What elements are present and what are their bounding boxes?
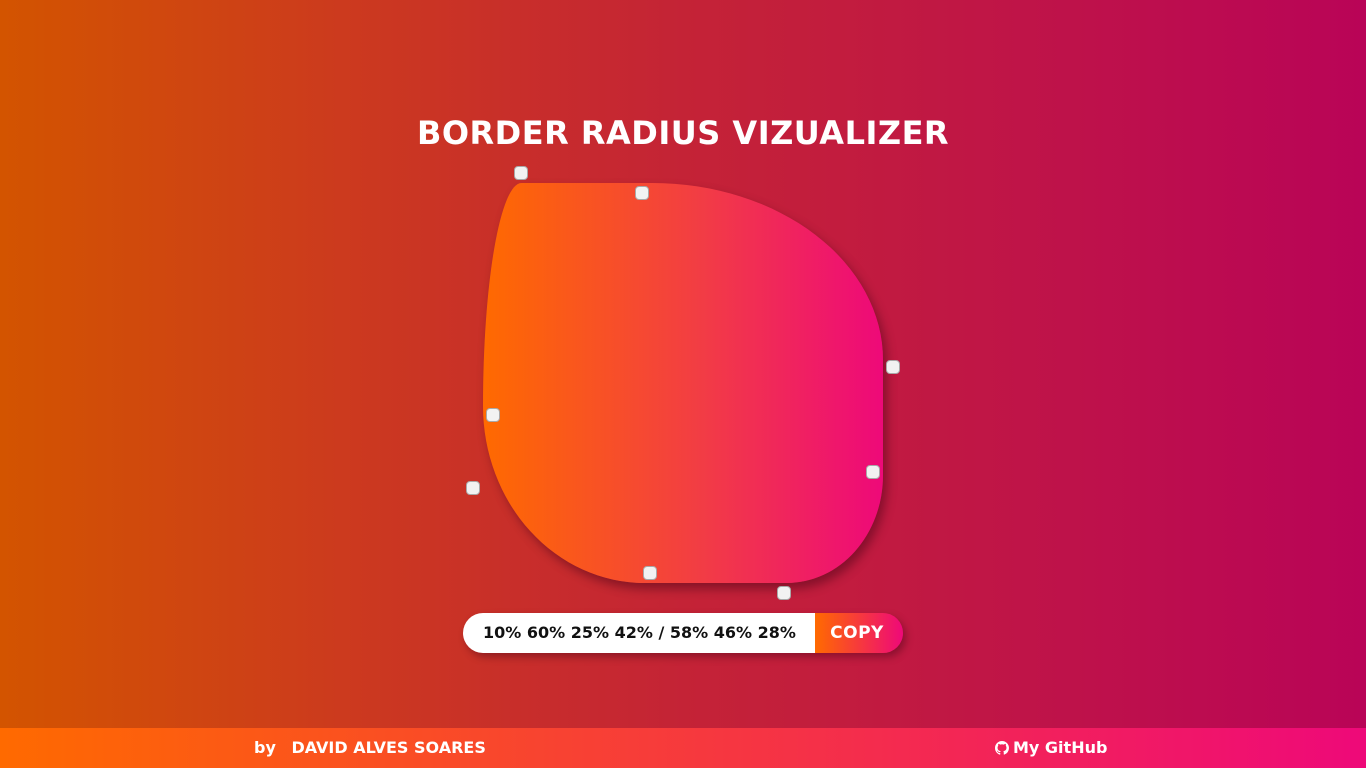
right-radius-handle[interactable] [866, 465, 880, 479]
author-credit: by DAVID ALVES SOARES [254, 728, 486, 768]
github-icon [995, 741, 1009, 755]
bottom-radius-handle[interactable] [643, 566, 657, 580]
github-label: My GitHub [1013, 738, 1108, 757]
github-link[interactable]: My GitHub [995, 728, 1107, 768]
left-radius-handle[interactable] [486, 408, 500, 422]
top-outer-radius-handle[interactable] [514, 166, 528, 180]
page-title: BORDER RADIUS VIZUALIZER [416, 114, 950, 152]
radius-preview-shape [483, 183, 883, 583]
css-output-bar: 10% 60% 25% 42% / 58% 46% 28% COPY [463, 613, 903, 653]
left-outer-radius-handle[interactable] [466, 481, 480, 495]
bottom-outer-radius-handle[interactable] [777, 586, 791, 600]
footer: by DAVID ALVES SOARES My GitHub [0, 728, 1366, 768]
copy-button[interactable]: COPY [815, 613, 903, 653]
top-radius-handle[interactable] [635, 186, 649, 200]
right-outer-radius-handle[interactable] [886, 360, 900, 374]
by-label: by [254, 738, 276, 757]
author-name: DAVID ALVES SOARES [291, 738, 486, 757]
border-radius-value[interactable]: 10% 60% 25% 42% / 58% 46% 28% [463, 613, 815, 653]
